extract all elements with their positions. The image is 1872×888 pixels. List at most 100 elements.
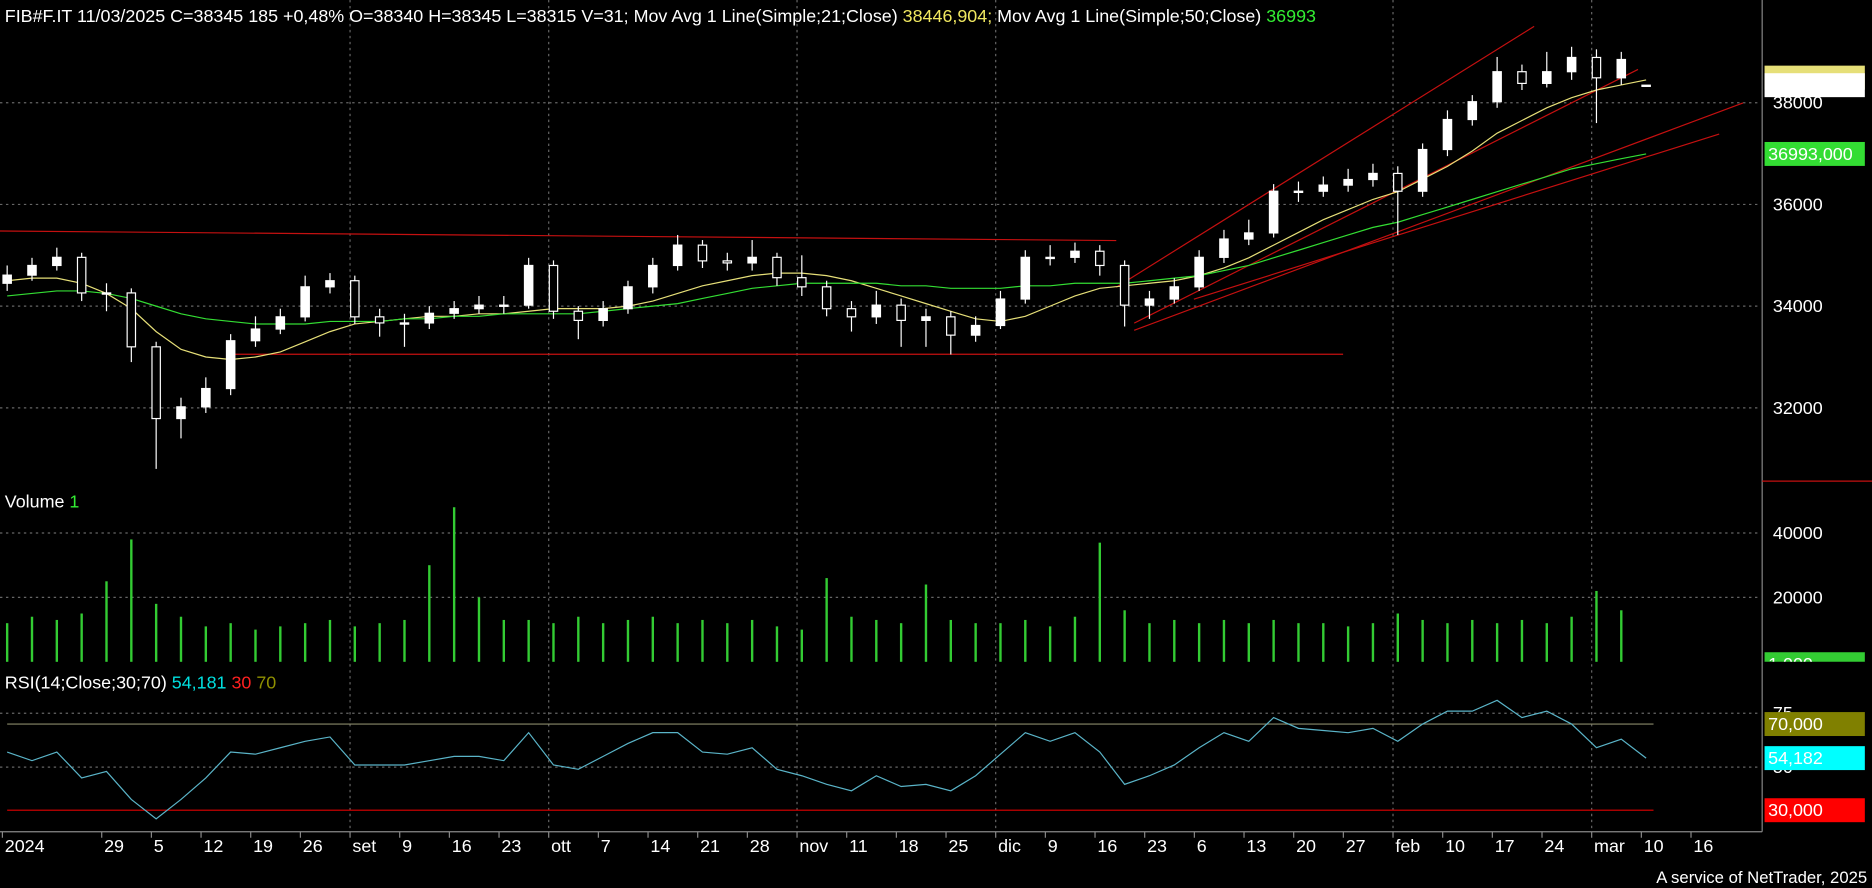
candle-body bbox=[201, 387, 211, 408]
volume-bar bbox=[1346, 626, 1350, 662]
volume-bar bbox=[1446, 623, 1449, 662]
volume-bar bbox=[701, 619, 704, 662]
candle-body bbox=[250, 328, 261, 342]
candle-body bbox=[275, 316, 286, 330]
volume-bar bbox=[279, 626, 282, 662]
x-tick-label: 10 bbox=[1644, 836, 1664, 856]
candle-body bbox=[1467, 101, 1478, 121]
candle-body bbox=[573, 310, 584, 321]
candle-body bbox=[1244, 232, 1254, 240]
volume-bar bbox=[726, 623, 729, 662]
candle-body bbox=[1194, 256, 1204, 288]
x-tick-label: 24 bbox=[1544, 836, 1564, 856]
volume-bar bbox=[179, 616, 183, 662]
volume-bar bbox=[378, 623, 381, 662]
volume-bar bbox=[1371, 623, 1375, 662]
volume-bar bbox=[875, 619, 878, 662]
x-tick-label: ott bbox=[551, 836, 571, 856]
candle-body bbox=[176, 406, 186, 420]
candle-body bbox=[896, 304, 906, 321]
footer: A service of NetTrader, 2025 bbox=[1656, 868, 1867, 887]
level-tag-box bbox=[1764, 798, 1865, 823]
volume-bar bbox=[1222, 619, 1226, 662]
y-tick-label: 34000 bbox=[1773, 296, 1823, 316]
volume-bar bbox=[800, 629, 804, 662]
y-tick-label: 36000 bbox=[1773, 194, 1823, 214]
candle-body bbox=[1591, 56, 1602, 79]
volume-bar bbox=[626, 619, 630, 662]
candle-body bbox=[76, 256, 87, 294]
volume-tag-group: 1,000 bbox=[1764, 652, 1865, 662]
y-tick-label: 40000 bbox=[1773, 523, 1823, 543]
y-tick-label: 32000 bbox=[1773, 398, 1823, 418]
volume-bar bbox=[601, 623, 605, 662]
volume-bar bbox=[949, 619, 952, 662]
volume-bar bbox=[130, 539, 133, 662]
x-tick-label: 13 bbox=[1246, 836, 1266, 856]
candle-body bbox=[325, 280, 335, 288]
volume-bar bbox=[1073, 616, 1077, 662]
candle-body bbox=[797, 277, 807, 288]
candle-body bbox=[598, 308, 608, 321]
x-tick-label: 27 bbox=[1346, 836, 1366, 856]
volume-bar bbox=[204, 626, 208, 662]
volume-bar bbox=[775, 626, 779, 662]
candle-body bbox=[623, 286, 633, 310]
rsi-line bbox=[6, 699, 1647, 820]
volume-bar bbox=[1595, 590, 1598, 662]
candle-body bbox=[995, 298, 1006, 327]
x-tick-label: 16 bbox=[1693, 836, 1713, 856]
volume-bar bbox=[1098, 542, 1101, 662]
ma50-value: 36993 bbox=[1266, 5, 1316, 25]
volume-bar bbox=[254, 629, 257, 662]
candle-body bbox=[399, 322, 410, 325]
x-tick-label: 26 bbox=[303, 836, 323, 856]
x-tick-label: 12 bbox=[203, 836, 223, 856]
volume-bar bbox=[924, 584, 928, 662]
rsi-tag: 54,182 bbox=[1768, 748, 1823, 768]
candle-body bbox=[722, 260, 733, 264]
volume-bar bbox=[477, 597, 481, 662]
candle-body bbox=[499, 304, 509, 307]
candle-body bbox=[225, 340, 236, 390]
candle-body bbox=[1268, 190, 1279, 234]
volume-bar bbox=[1396, 613, 1399, 662]
marks bbox=[2, 46, 1654, 820]
volume-bar bbox=[105, 581, 108, 662]
x-tick-label: nov bbox=[799, 836, 828, 856]
candle-body bbox=[350, 280, 360, 318]
volume-bar bbox=[1148, 623, 1151, 662]
volume-bar bbox=[353, 626, 357, 662]
x-tick-label: dic bbox=[998, 836, 1021, 856]
candle-body bbox=[101, 292, 112, 295]
close-tag-box bbox=[1764, 73, 1865, 98]
volume-bar bbox=[303, 623, 307, 662]
x-tick-label: 11 bbox=[849, 836, 868, 856]
trendline bbox=[1133, 102, 1744, 331]
candle-body bbox=[52, 256, 62, 267]
level-tag: 30,000 bbox=[1768, 800, 1823, 820]
candle-body bbox=[1219, 238, 1229, 258]
candle-body bbox=[374, 316, 385, 324]
volume-bar bbox=[999, 623, 1002, 662]
y-tick-label: 20000 bbox=[1773, 587, 1823, 607]
candle-body bbox=[449, 308, 459, 314]
volume-bar bbox=[1520, 619, 1524, 662]
volume-bar bbox=[1322, 623, 1325, 662]
volume-bar bbox=[229, 623, 232, 662]
trendline bbox=[1193, 133, 1720, 300]
volume-bar bbox=[452, 507, 456, 662]
header: FIB#F.IT 11/03/2025 C=38345 185 +0,48% O… bbox=[5, 5, 1316, 25]
ma50-tag: 36993,000 bbox=[1768, 144, 1853, 164]
y-tick-label: 38000 bbox=[1773, 93, 1823, 113]
volume-bar bbox=[55, 619, 59, 662]
volume-bar bbox=[80, 613, 83, 662]
x-tick-label: 23 bbox=[501, 836, 521, 856]
level-tag-box bbox=[1764, 712, 1865, 737]
rsi-high-level: 70 bbox=[256, 672, 276, 692]
volume-bar bbox=[1173, 619, 1176, 662]
grid bbox=[0, 0, 1761, 838]
rsi-value: 54,181 bbox=[172, 672, 227, 692]
volume-bar bbox=[850, 616, 853, 662]
